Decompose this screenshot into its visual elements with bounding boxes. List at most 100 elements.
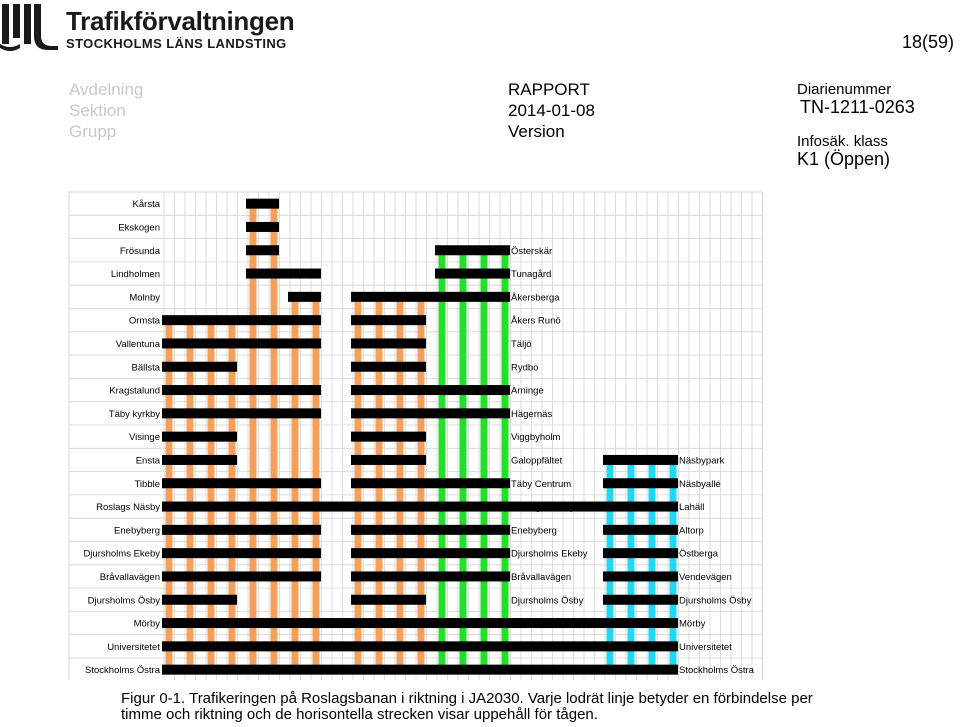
- meta-infosak-label: Infosäk. klass: [797, 133, 888, 150]
- station-label-middle: Viggbyholm: [511, 432, 561, 443]
- stop-bar: [351, 338, 426, 349]
- stop-bar: [351, 431, 426, 442]
- station-label-middle: Åkers Runö: [511, 316, 561, 327]
- stop-bar: [162, 664, 678, 675]
- station-label-right: Stockholms Östra: [679, 665, 755, 676]
- caption-line-2: timme och riktning och de horisontella s…: [121, 706, 598, 723]
- station-label-left: Djursholms Ekeby: [83, 549, 160, 560]
- meta-diarienummer: TN-1211-0263: [800, 97, 915, 117]
- meta-rapport: RAPPORT: [508, 80, 590, 99]
- station-label-right: Djursholms Ösby: [679, 595, 752, 606]
- station-label-middle: Enebyberg: [511, 525, 557, 536]
- station-label-middle: Rydbo: [511, 362, 538, 373]
- stop-bar: [351, 454, 426, 465]
- stop-bar: [288, 291, 321, 302]
- station-label-right: Näsbyallé: [679, 479, 721, 490]
- stop-bar: [162, 408, 321, 419]
- station-label-right: Vendevägen: [679, 572, 732, 583]
- service-line-orange: [228, 320, 236, 670]
- station-label-right: Altorp: [679, 525, 704, 536]
- service-line-orange: [249, 203, 257, 670]
- stop-bar: [351, 478, 510, 489]
- service-line-green: [480, 250, 488, 670]
- station-label-right: Näsbypark: [679, 455, 725, 466]
- stop-bar: [246, 245, 279, 256]
- stop-bars: [162, 198, 678, 675]
- station-label-left: Frösunda: [120, 246, 161, 257]
- station-label-left: Roslags Näsby: [96, 502, 160, 513]
- station-label-middle: Roslags Näsby: [511, 502, 575, 513]
- stop-bar: [162, 641, 678, 652]
- stop-bar: [351, 594, 426, 605]
- station-label-left: Ormsta: [129, 316, 161, 327]
- stop-bar: [162, 571, 321, 582]
- brand-name: Trafikförvaltningen: [66, 6, 295, 36]
- service-line-green: [459, 250, 467, 670]
- stop-bar: [603, 454, 678, 465]
- stop-bar: [603, 548, 678, 559]
- stop-bar: [162, 338, 321, 349]
- stop-bar: [162, 315, 321, 326]
- service-line-green: [501, 250, 509, 670]
- meta-sektion: Sektion: [69, 101, 126, 120]
- station-label-left: Bällsta: [131, 362, 160, 373]
- stop-bar: [162, 618, 678, 629]
- service-line-orange: [207, 320, 215, 670]
- stop-bar: [162, 501, 678, 512]
- meta-version: Version: [508, 122, 565, 141]
- service-line-cyan: [648, 459, 656, 670]
- meta-date: 2014-01-08: [508, 101, 595, 120]
- stop-bar: [435, 245, 510, 256]
- station-label-middle: Galoppfältet: [511, 455, 563, 466]
- station-labels: Kårsta Ekskogen Frösunda Lindholmen Molnby Or…: [83, 199, 754, 676]
- service-line-cyan: [669, 459, 677, 670]
- station-label-left: Kårsta: [133, 199, 161, 210]
- station-label-left: Mörby: [134, 619, 161, 630]
- traffic-diagram: Kårsta Ekskogen Frösunda Lindholmen Molnby Or…: [68, 191, 763, 680]
- station-label-right: Mörby: [679, 619, 706, 630]
- service-line-green: [438, 250, 446, 670]
- station-label-left: Bråvallavägen: [100, 572, 160, 583]
- stop-bar: [603, 524, 678, 535]
- stop-bar: [162, 548, 321, 559]
- brand-subtitle: STOCKHOLMS LÄNS LANDSTING: [66, 36, 287, 51]
- service-line-orange: [165, 320, 173, 670]
- station-label-middle: Täljö: [511, 339, 532, 350]
- stop-bar: [351, 385, 510, 396]
- caption-line-1: Figur 0-1. Trafikeringen på Roslagsbanan…: [121, 690, 813, 707]
- stop-bar: [351, 571, 510, 582]
- stop-bar: [603, 571, 678, 582]
- logo: [0, 4, 58, 51]
- stop-bar: [162, 385, 321, 396]
- stop-bar: [162, 361, 237, 372]
- stop-bar: [351, 548, 510, 559]
- stop-bar: [351, 524, 510, 535]
- station-label-right: Östberga: [679, 549, 719, 560]
- stop-bar: [162, 478, 321, 489]
- station-label-middle: Österskär: [511, 246, 552, 257]
- stop-bar: [162, 431, 237, 442]
- meta-grupp: Grupp: [69, 122, 117, 141]
- station-label-left: Stockholms Östra: [85, 665, 161, 676]
- station-label-left: Lindholmen: [111, 269, 160, 280]
- station-label-right: Universitetet: [679, 642, 732, 653]
- station-label-right: Lahäll: [679, 502, 704, 513]
- stop-bar: [351, 291, 510, 302]
- station-label-left: Djursholms Ösby: [88, 595, 161, 606]
- figure-caption: Figur 0-1. Trafikeringen på Roslagsbanan…: [121, 691, 901, 723]
- station-label-middle: Bråvallavägen: [511, 572, 571, 583]
- stop-bar: [435, 268, 510, 279]
- station-label-left: Ensta: [136, 455, 161, 466]
- station-label-left: Täby kyrkby: [109, 409, 160, 420]
- stop-bar: [351, 361, 426, 372]
- service-line-orange: [270, 203, 278, 670]
- station-label-middle: Hägernäs: [511, 409, 552, 420]
- station-label-middle: Täby Centrum: [511, 479, 571, 490]
- stop-bar: [162, 454, 237, 465]
- station-label-left: Tibble: [134, 479, 160, 490]
- service-line-orange: [186, 320, 194, 670]
- stop-bar: [162, 594, 237, 605]
- station-label-middle: Djursholms Ösby: [511, 595, 584, 606]
- station-label-middle: Åkersberga: [511, 292, 560, 303]
- station-label-middle: Arninge: [511, 386, 544, 397]
